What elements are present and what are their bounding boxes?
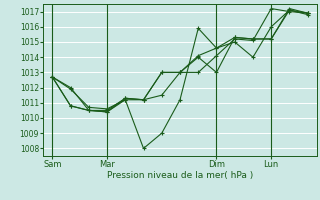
X-axis label: Pression niveau de la mer( hPa ): Pression niveau de la mer( hPa ) [107, 171, 253, 180]
